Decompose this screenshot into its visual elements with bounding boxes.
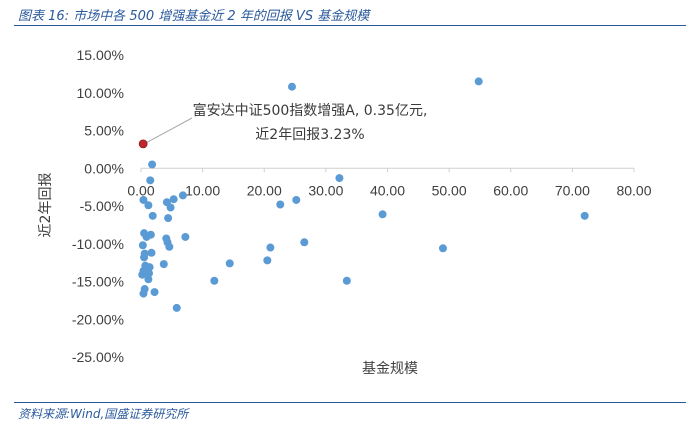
x-axis-title: 基金规模: [362, 360, 418, 377]
data-point: [178, 191, 187, 200]
data-point: [300, 238, 309, 247]
x-tick-label: 80.00: [616, 182, 651, 198]
y-tick-label: 10.00%: [77, 85, 124, 101]
data-point: [139, 195, 148, 204]
y-tick-label: -25.00%: [72, 349, 124, 365]
x-tick-label: 0.00: [127, 182, 154, 198]
x-tick-label: 70.00: [555, 182, 590, 198]
y-tick-label: -20.00%: [72, 311, 124, 327]
data-point: [474, 77, 483, 86]
data-point: [145, 269, 154, 278]
data-point: [210, 276, 219, 285]
data-point: [138, 270, 147, 279]
data-point: [144, 201, 153, 210]
data-point: [148, 160, 157, 169]
data-point: [144, 275, 153, 284]
y-tick-label: 15.00%: [77, 47, 124, 63]
source-rule: [14, 402, 686, 403]
annotation-line-2: 近2年回报3.23%: [255, 127, 364, 143]
data-point: [276, 200, 285, 209]
data-point: [378, 210, 387, 219]
data-point: [142, 232, 151, 241]
x-tick-labels: 0.00 10.00 20.00 30.00 40.00 50.00 60.00 70.00 8…: [127, 182, 651, 198]
x-tick-label: 50.00: [432, 182, 467, 198]
data-point: [140, 253, 149, 262]
data-point: [166, 203, 175, 212]
y-axis-title: 近2年回报: [38, 173, 54, 238]
data-point: [292, 195, 301, 204]
x-tick-label: 40.00: [370, 182, 405, 198]
data-point: [148, 211, 157, 220]
data-point: [263, 256, 272, 265]
data-point: [342, 276, 351, 285]
data-point: [139, 289, 148, 298]
x-tick-label: 20.00: [247, 182, 282, 198]
figure-caption: 图表 16: 市场中各 500 增强基金近 2 年的回报 VS 基金规模: [18, 9, 370, 24]
y-tick-label: -15.00%: [72, 274, 124, 290]
data-point: [138, 241, 147, 250]
data-point: [150, 288, 159, 297]
y-tick-label: -10.00%: [72, 236, 124, 252]
y-tick-label: 0.00%: [84, 160, 124, 176]
annotation-leader-line: [145, 117, 193, 144]
data-point: [266, 243, 275, 252]
data-point: [147, 248, 156, 257]
caption-rule: [14, 25, 686, 26]
y-tick-label: -5.00%: [80, 198, 124, 214]
y-tick-labels: 15.00% 10.00% 5.00% 0.00% -5.00% -10.00% -15.0…: [72, 47, 124, 365]
annotation-line-1: 富安达中证500指数增强A, 0.35亿元,: [193, 102, 428, 119]
x-tick-label: 30.00: [308, 182, 343, 198]
data-point: [580, 211, 589, 220]
highlight-point: [138, 139, 148, 149]
x-tick-label: 60.00: [493, 182, 528, 198]
data-points: [138, 77, 589, 312]
data-point: [159, 260, 168, 269]
data-point: [172, 303, 181, 312]
data-point: [169, 195, 178, 204]
x-tick-marks: [140, 168, 635, 173]
source-note: 资料来源:Wind,国盛证券研究所: [18, 407, 189, 421]
data-point: [335, 174, 344, 183]
data-point: [146, 176, 155, 185]
x-tick-label: 10.00: [185, 182, 220, 198]
y-tick-label: 5.00%: [84, 123, 124, 139]
data-point: [287, 82, 296, 91]
data-point: [165, 242, 174, 251]
data-point: [164, 214, 173, 223]
data-point: [181, 232, 190, 241]
data-point: [438, 244, 447, 253]
data-point: [225, 259, 234, 268]
